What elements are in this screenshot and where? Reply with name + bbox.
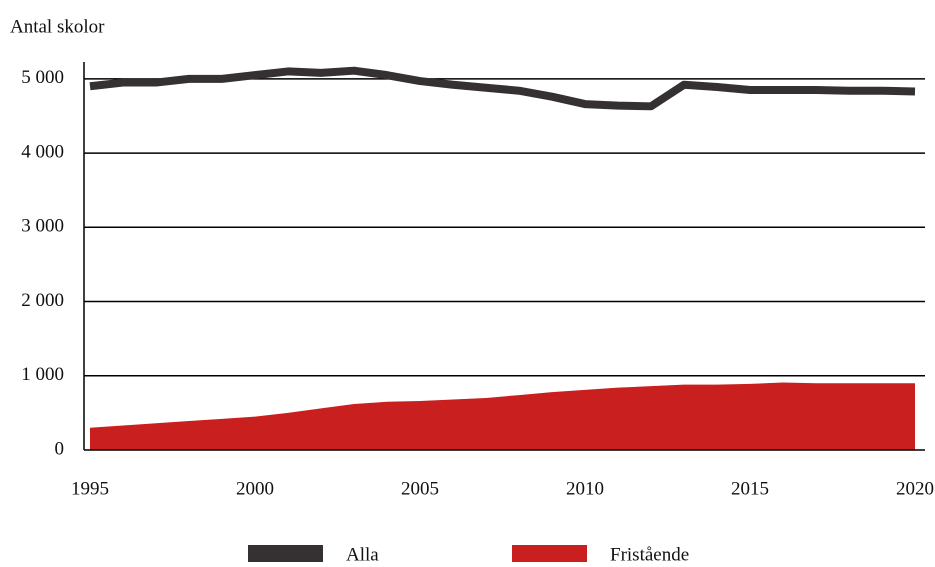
- x-tick-label: 2005: [401, 478, 439, 499]
- y-tick-label: 4 000: [21, 141, 64, 162]
- x-tick-label: 2015: [731, 478, 769, 499]
- x-tick-label: 2020: [896, 478, 934, 499]
- y-tick-label: 3 000: [21, 216, 64, 237]
- legend-label: Fristående: [610, 544, 689, 565]
- y-tick-label: 0: [55, 438, 65, 459]
- x-tick-label: 2000: [236, 478, 274, 499]
- line: [89, 66, 916, 111]
- y-axis-label: Antal skolor: [10, 16, 105, 37]
- x-tick-label: 1995: [71, 478, 109, 499]
- x-tick-label: 2010: [566, 478, 604, 499]
- y-tick-label: 2 000: [21, 290, 64, 311]
- legend-swatch: [512, 545, 587, 562]
- legend-swatch: [248, 545, 323, 562]
- area: [90, 382, 915, 450]
- y-tick-label: 5 000: [21, 67, 64, 88]
- y-tick-label: 1 000: [21, 364, 64, 385]
- legend-label: Alla: [346, 544, 379, 565]
